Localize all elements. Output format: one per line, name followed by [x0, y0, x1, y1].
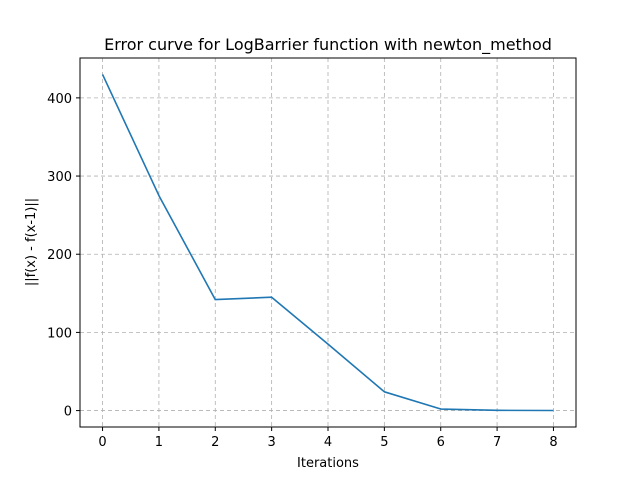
grid [80, 58, 576, 427]
y-tick-label: 300 [47, 170, 72, 185]
ticks: 0 1 2 3 4 5 6 7 8 0 100 200 300 400 [47, 92, 557, 450]
x-tick-label: 1 [155, 435, 163, 450]
x-axis-label: Iterations [297, 456, 359, 471]
x-tick-label: 0 [98, 435, 106, 450]
x-tick-label: 8 [549, 435, 557, 450]
series-layer [101, 74, 554, 412]
x-tick-label: 4 [324, 435, 332, 450]
x-tick-label: 6 [437, 435, 445, 450]
y-axis-label: ||f(x) - f(x-1)|| [24, 198, 39, 286]
y-tick-label: 400 [47, 92, 72, 107]
x-tick-label: 7 [493, 435, 501, 450]
y-tick-label: 200 [47, 248, 72, 263]
x-tick-label: 5 [380, 435, 388, 450]
x-tick-label: 3 [267, 435, 275, 450]
chart-title: Error curve for LogBarrier function with… [104, 35, 552, 55]
y-tick-label: 0 [64, 405, 72, 420]
x-tick-label: 2 [211, 435, 219, 450]
series-line [101, 74, 554, 412]
y-tick-label: 100 [47, 326, 72, 341]
